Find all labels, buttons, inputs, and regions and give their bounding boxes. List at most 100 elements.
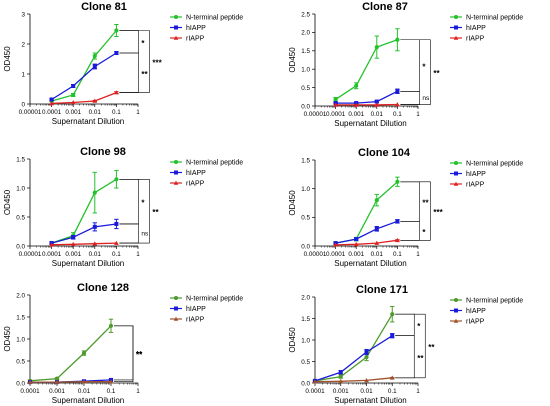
- y-tick-label: 2: [21, 41, 25, 48]
- x-tick-label: 0.0001: [326, 251, 346, 258]
- bracket-line: [395, 313, 415, 337]
- y-tick-label: 1.0: [301, 337, 310, 344]
- x-tick-label: 0.00001: [19, 109, 42, 116]
- data-point: [338, 378, 344, 384]
- series-hiapp: [49, 51, 119, 102]
- y-tick-label: 1.5: [16, 156, 25, 163]
- series-line: [335, 239, 398, 246]
- x-tick-label: 0.001: [49, 388, 65, 395]
- bracket-line: [119, 179, 150, 244]
- data-point: [70, 241, 76, 247]
- x-tick-label: 0.01: [360, 388, 373, 395]
- legend-marker: [454, 171, 458, 176]
- data-point: [49, 101, 54, 106]
- legend-marker: [174, 160, 178, 164]
- legend-label: rIAPP: [466, 318, 485, 325]
- data-point: [395, 102, 400, 107]
- x-tick-label: 0.01: [371, 251, 384, 258]
- data-point: [114, 177, 119, 182]
- significance-label: ns: [422, 95, 430, 102]
- x-axis-label: Supernatant Dilution: [52, 259, 125, 268]
- y-tick-label: 1.5: [301, 316, 310, 323]
- significance-label: *: [422, 228, 426, 237]
- series-riapp: [333, 237, 400, 247]
- significance-bracket: *: [400, 39, 426, 92]
- data-point: [108, 379, 114, 384]
- series-line: [335, 39, 398, 100]
- x-tick-label: 0.01: [89, 109, 102, 116]
- data-point: [27, 379, 33, 384]
- y-tick-label: 0.5: [16, 214, 25, 221]
- chart-panel-3: Clone 98 0.0 0.5 1.0 1.5 0.00001 0.0001 0.001 0.…: [3, 146, 243, 268]
- legend-label: hIAPP: [466, 171, 486, 178]
- data-point: [92, 53, 97, 59]
- bracket-line: [400, 90, 420, 105]
- significance-label: **: [136, 350, 143, 359]
- legend-label: rIAPP: [186, 35, 205, 42]
- series-n-terminal-peptide: [49, 170, 119, 246]
- x-axis-label: Supernatant Dilution: [52, 396, 125, 405]
- x-tick-label: 0.001: [65, 109, 81, 116]
- x-tick-label: 0.01: [89, 251, 102, 258]
- series-line: [29, 325, 112, 382]
- significance-bracket: *: [119, 179, 145, 225]
- chart-title: Clone 98: [80, 146, 126, 158]
- significance-label: **: [428, 343, 435, 352]
- data-point: [108, 323, 114, 328]
- series-line: [314, 377, 393, 383]
- series-riapp: [312, 375, 395, 384]
- significance-label: *: [141, 39, 145, 48]
- series-hiapp: [333, 88, 400, 106]
- y-tick-label: 1.0: [301, 67, 310, 74]
- series-riapp: [49, 240, 119, 247]
- data-point: [364, 378, 369, 383]
- significance-label: ***: [433, 208, 443, 217]
- data-point: [81, 379, 87, 384]
- data-point: [389, 375, 395, 380]
- data-point: [353, 241, 359, 247]
- bracket-line: [119, 52, 139, 93]
- y-tick-label: 0.0: [301, 243, 310, 250]
- significance-bracket: **: [114, 325, 143, 382]
- x-tick-label: 1: [416, 111, 420, 118]
- y-tick-label: 0.0: [301, 380, 310, 387]
- y-tick-label: 2.0: [301, 294, 310, 301]
- x-tick-label: 0.001: [348, 251, 364, 258]
- x-tick-label: 0.001: [333, 388, 349, 395]
- y-tick-label: 1.0: [16, 336, 25, 343]
- x-tick-label: 0.1: [112, 251, 121, 258]
- significance-label: ***: [152, 59, 162, 68]
- x-axis-label: Supernatant Dilution: [334, 259, 407, 268]
- data-point: [114, 28, 119, 33]
- series-line: [51, 242, 117, 246]
- y-tick-label: 1.5: [16, 314, 25, 321]
- data-point: [395, 179, 400, 184]
- y-axis-label: OD450: [3, 46, 12, 72]
- significance-label: **: [141, 70, 148, 79]
- legend: N-terminal peptide hIAPP rIAPP: [450, 297, 523, 325]
- x-axis-label: Supernatant Dilution: [334, 119, 407, 128]
- data-point: [92, 190, 97, 195]
- bracket-line: [400, 181, 431, 241]
- x-tick-label: 0.001: [65, 251, 81, 258]
- legend: N-terminal peptide hIAPP rIAPP: [170, 14, 243, 42]
- y-tick-label: 2.0: [301, 30, 310, 37]
- legend-label: hIAPP: [186, 306, 206, 313]
- data-point: [338, 370, 343, 375]
- data-point: [395, 37, 400, 42]
- significance-label: **: [136, 351, 143, 360]
- chart-title: Clone 81: [81, 1, 127, 13]
- legend-marker: [454, 15, 458, 19]
- chart-title: Clone 104: [358, 147, 411, 159]
- series-line: [314, 335, 393, 382]
- legend-label: rIAPP: [186, 180, 205, 187]
- data-point: [364, 350, 369, 355]
- y-tick-label: 1.5: [301, 157, 310, 164]
- significance-label: **: [152, 208, 159, 217]
- chart-panel-5: Clone 128 0.0 0.5 1.0 1.5 2.0 0.0001 0.001 0.01 0…: [3, 282, 243, 405]
- x-tick-label: 1: [416, 251, 420, 258]
- legend-marker: [454, 161, 458, 165]
- significance-bracket: **: [395, 313, 435, 379]
- legend-label: N-terminal peptide: [466, 297, 523, 304]
